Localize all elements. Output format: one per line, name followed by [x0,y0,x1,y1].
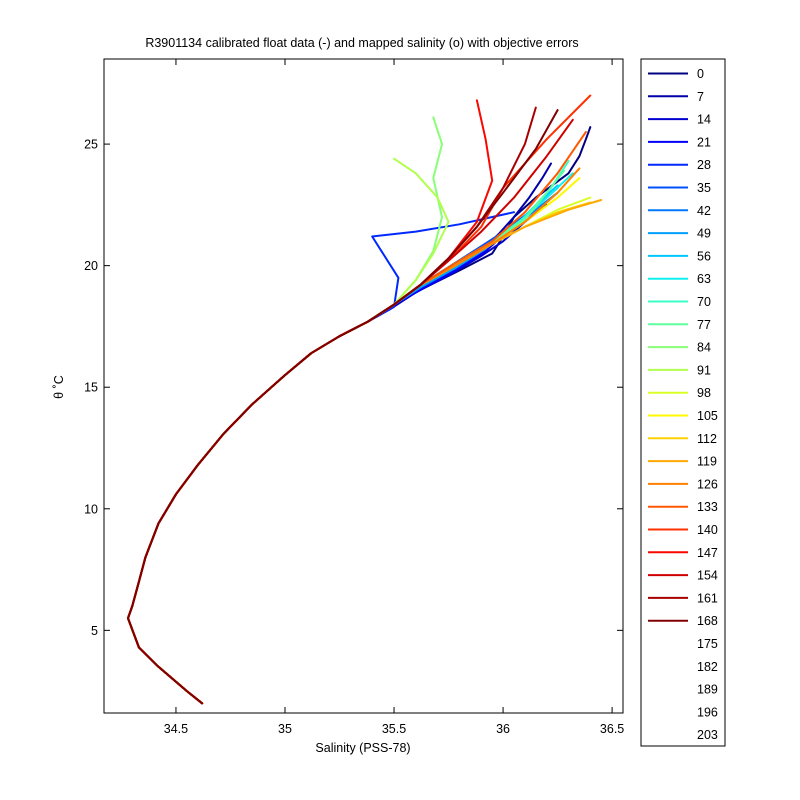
legend-items: 0 7 14 21 28 35 42 49 56 63 70 77 84 91 98 105 112 119 126… [648,67,718,742]
legend-label: 98 [697,386,711,400]
legend-label: 28 [697,158,711,172]
y-tick-label: 25 [84,138,98,152]
legend-label: 154 [697,569,718,583]
legend-label: 175 [697,637,718,651]
axes-frame [103,58,624,714]
legend: 0 7 14 21 28 35 42 49 56 63 70 77 84 91 98 105 112 119 126… [640,58,726,747]
y-tick-label: 10 [84,502,98,516]
legend-label: 56 [697,249,711,263]
legend-label: 77 [697,318,711,332]
legend-label: 21 [697,135,711,149]
y-tick-label: 15 [84,381,98,395]
legend-label: 140 [697,523,718,537]
legend-label: 189 [697,683,718,697]
legend-label: 14 [697,113,711,127]
legend-label: 147 [697,546,718,560]
legend-label: 112 [697,432,717,446]
legend-label: 42 [697,204,711,218]
legend-label: 203 [697,728,718,742]
chart-title: R3901134 calibrated float data (-) and m… [145,36,578,50]
y-axis-ticks: 5 10 15 20 25 [84,138,623,638]
x-axis-ticks: 34.5 35 35.5 36 36.5 [164,59,624,736]
legend-label: 35 [697,181,711,195]
legend-label: 84 [697,341,711,355]
x-tick-label: 36.5 [600,722,624,736]
x-tick-label: 34.5 [164,722,188,736]
legend-label: 105 [697,409,718,423]
legend-label: 63 [697,272,711,286]
series-line-168 [127,109,559,705]
series-layer [127,94,603,705]
legend-label: 168 [697,614,718,628]
legend-label: 0 [697,67,704,81]
x-tick-label: 35.5 [382,722,406,736]
y-tick-label: 20 [84,259,98,273]
y-axis-label: θ ˚C [52,375,66,399]
legend-box [640,58,726,747]
x-tick-label: 35 [278,722,292,736]
legend-label: 119 [697,455,717,469]
legend-label: 7 [697,90,704,104]
legend-label: 161 [697,591,718,605]
legend-label: 49 [697,227,711,241]
legend-label: 126 [697,477,718,491]
legend-label: 70 [697,295,711,309]
plot-area [103,58,624,714]
legend-label: 91 [697,363,711,377]
x-axis-label: Salinity (PSS-78) [315,741,410,755]
y-tick-label: 5 [91,624,98,638]
x-tick-label: 36 [496,722,510,736]
legend-label: 182 [697,660,718,674]
legend-label: 133 [697,500,718,514]
legend-label: 196 [697,705,718,719]
